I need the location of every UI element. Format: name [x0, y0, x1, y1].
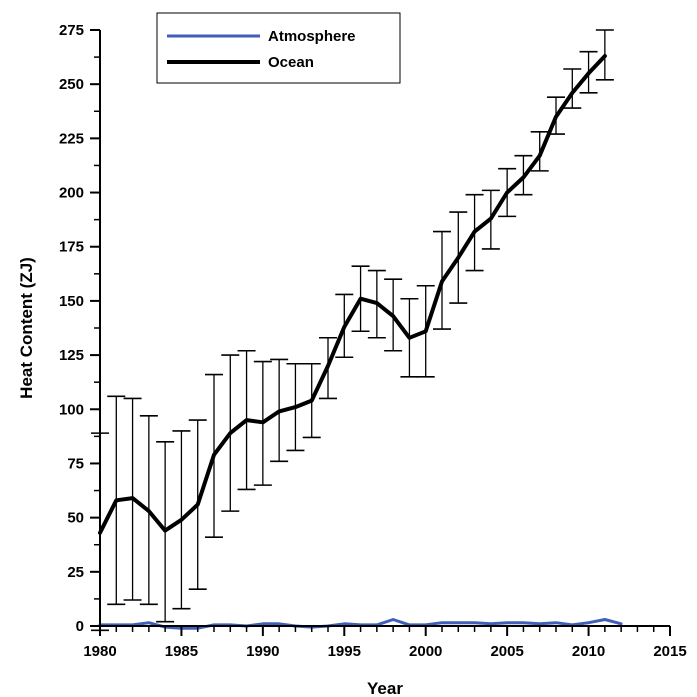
y-tick-label: 75 — [67, 455, 84, 472]
y-tick-label: 250 — [59, 76, 84, 93]
x-tick-label: 1985 — [165, 643, 198, 660]
x-tick-label: 2010 — [572, 643, 605, 660]
x-tick-label: 2000 — [409, 643, 442, 660]
y-tick-label: 50 — [67, 510, 84, 527]
plot-area — [91, 29, 623, 632]
y-tick-label: 275 — [59, 22, 84, 39]
ocean-series-line — [98, 54, 607, 535]
legend: Atmosphere Ocean — [156, 12, 401, 84]
x-axis-title: Year — [367, 679, 403, 697]
y-axis-title: Heat Content (ZJ) — [17, 257, 36, 399]
y-tick-label: 125 — [59, 347, 84, 364]
legend-label-atmosphere: Atmosphere — [268, 28, 356, 45]
x-tick-label: 2005 — [490, 643, 523, 660]
y-tick-label: 25 — [67, 564, 84, 581]
legend-label-ocean: Ocean — [268, 54, 314, 71]
x-tick-label: 1990 — [246, 643, 279, 660]
y-tick-label: 200 — [59, 185, 84, 202]
y-tick-label: 175 — [59, 239, 84, 256]
x-tick-label: 1980 — [83, 643, 116, 660]
y-tick-label: 225 — [59, 130, 84, 147]
atmosphere-series-line — [98, 618, 623, 630]
y-tick-label: 0 — [76, 618, 84, 635]
y-tick-label: 100 — [59, 401, 84, 418]
ticks: 1980 1985 1990 1995 2000 2005 2010 2015 0 25 50 75 1… — [59, 22, 687, 660]
axes — [99, 30, 670, 627]
x-tick-label: 2015 — [653, 643, 686, 660]
legend-box — [156, 12, 401, 84]
y-tick-label: 150 — [59, 293, 84, 310]
x-tick-label: 1995 — [328, 643, 361, 660]
